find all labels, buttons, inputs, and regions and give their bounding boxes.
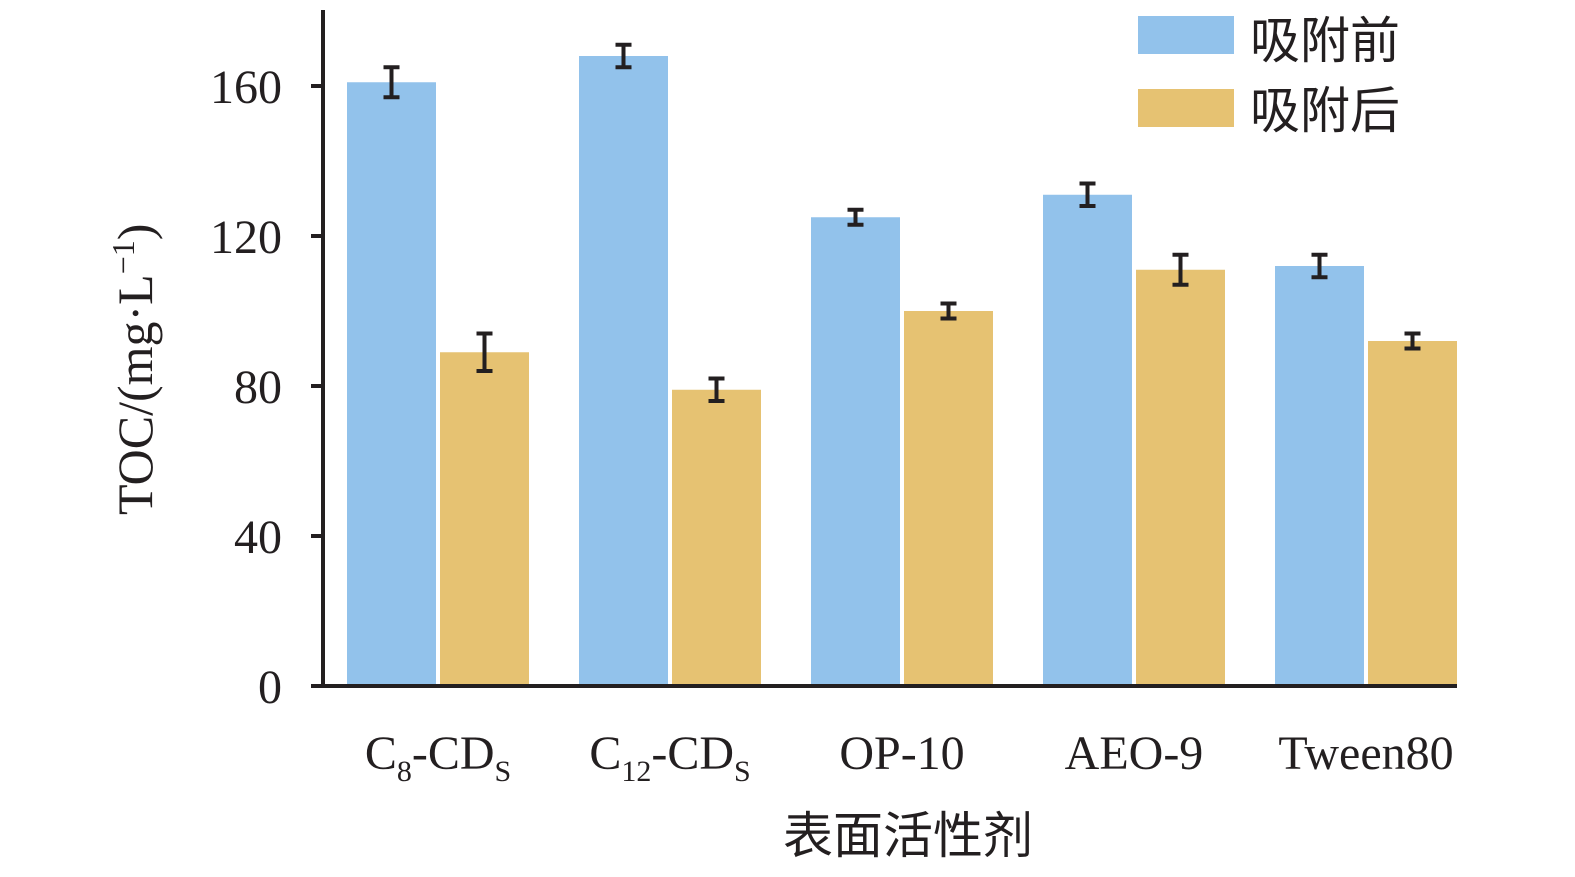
error-bar-before-2: [847, 207, 864, 227]
legend-label-before: 吸附前: [1250, 13, 1400, 69]
error-bar-before-4: [1311, 252, 1328, 280]
y-tick-label: 0: [258, 661, 282, 714]
x-categories-layer: C8-CDS C12-CDS OP-10 AEO-9 Tween80: [365, 727, 1454, 788]
error-bar-before-3: [1079, 181, 1096, 208]
x-category-label: C12-CDS: [589, 727, 750, 788]
x-category-label: OP-10: [839, 727, 964, 780]
error-bar-after-3: [1172, 252, 1189, 287]
bars-layer: [347, 56, 1457, 686]
x-axis-title: 表面活性剂: [783, 808, 1033, 864]
x-category-label: AEO-9: [1065, 727, 1204, 780]
error-bar-before-1: [615, 42, 632, 70]
y-tick-label: 40: [234, 511, 282, 564]
legend: 吸附前 吸附后: [1138, 13, 1400, 139]
y-tick-label: 160: [210, 61, 282, 114]
bar-after-4: [1368, 341, 1457, 686]
bar-after-3: [1136, 269, 1225, 686]
legend-swatch-after: [1138, 89, 1234, 127]
y-axis-title: TOC/(mg·L−1): [105, 224, 163, 515]
bar-after-2: [904, 311, 993, 686]
error-bar-after-2: [940, 301, 957, 321]
bar-before-1: [579, 56, 668, 686]
y-ticks-layer: 0 40 80 120 160: [210, 61, 323, 714]
error-bars-layer: [383, 42, 1421, 403]
bar-after-0: [440, 352, 529, 686]
bar-before-2: [811, 217, 900, 686]
bar-before-3: [1043, 194, 1132, 686]
error-bar-after-4: [1404, 331, 1421, 351]
x-category-label: Tween80: [1278, 727, 1453, 780]
y-tick-label: 120: [210, 211, 282, 264]
y-tick-label: 80: [234, 361, 282, 414]
bar-after-1: [672, 389, 761, 686]
legend-label-after: 吸附后: [1250, 83, 1400, 139]
error-bar-before-0: [383, 65, 400, 100]
bar-before-4: [1275, 266, 1364, 686]
error-bar-after-0: [476, 331, 493, 373]
legend-swatch-before: [1138, 16, 1234, 54]
error-bar-after-1: [708, 376, 725, 403]
bar-before-0: [347, 82, 436, 686]
x-category-label: C8-CDS: [365, 727, 511, 788]
